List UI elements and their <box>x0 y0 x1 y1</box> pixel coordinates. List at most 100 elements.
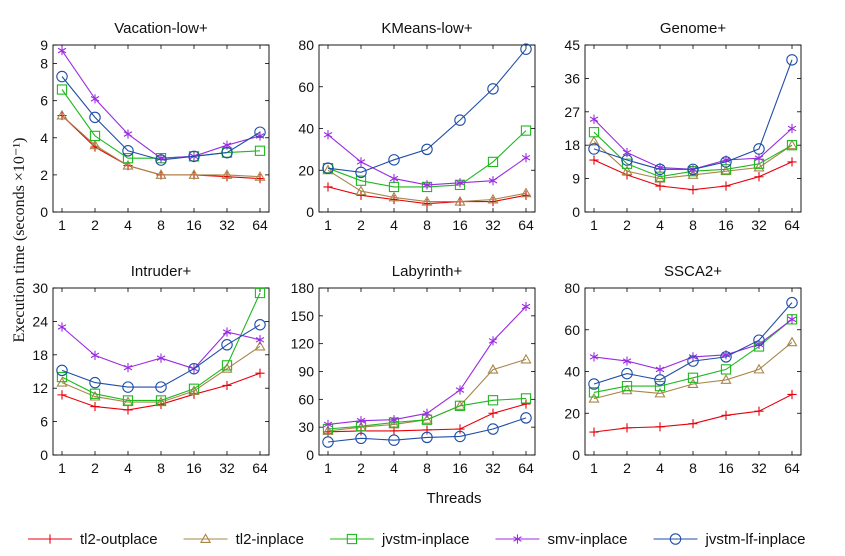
series-jvstm-lf-inplace <box>588 296 798 390</box>
data-point <box>89 376 101 389</box>
data-point <box>56 84 68 95</box>
series-smv-inplace <box>57 322 265 374</box>
data-point <box>487 363 499 374</box>
series-line <box>593 59 793 170</box>
legend-marker <box>513 534 522 544</box>
x-tick-label: 64 <box>518 460 534 476</box>
legend-marker <box>200 533 212 543</box>
data-point <box>753 143 765 155</box>
panel-title: KMeans-low+ <box>381 20 473 37</box>
data-point <box>720 351 732 363</box>
data-point <box>588 127 600 138</box>
data-point <box>422 425 432 435</box>
plot-frame <box>52 44 270 213</box>
legend-item-smv-inplace: smv-inplace <box>495 531 628 548</box>
y-tick-label: 2 <box>40 167 48 183</box>
data-point <box>389 194 399 205</box>
data-point <box>589 352 599 362</box>
series-jvstm-lf-inplace <box>56 318 266 393</box>
legend-label: tl2-outplace <box>80 531 158 548</box>
legend-label: smv-inplace <box>547 531 627 548</box>
data-point <box>356 157 366 167</box>
data-point <box>588 135 600 146</box>
data-point <box>754 172 764 182</box>
data-point <box>155 169 167 179</box>
series-line <box>61 115 261 178</box>
x-tick-label: 32 <box>485 217 501 233</box>
series-jvstm-lf-inplace <box>56 70 266 166</box>
y-tick-label: 24 <box>32 313 48 329</box>
data-point <box>521 301 531 312</box>
y-tick-label: 36 <box>564 70 580 86</box>
data-point <box>454 400 466 411</box>
panel-title: SSCA2+ <box>664 263 722 280</box>
data-point <box>520 43 532 55</box>
data-point <box>621 154 633 166</box>
legend-marker <box>45 534 55 544</box>
x-tick-label: 1 <box>324 460 332 476</box>
data-point <box>654 387 666 398</box>
chart-panel: Labyrinth+ 0 30 60 90 120 150 180 1 2 4 8 16 32 64 <box>291 263 536 476</box>
data-point <box>221 363 233 373</box>
data-point <box>786 54 798 66</box>
data-point <box>323 419 333 429</box>
data-point <box>721 410 731 420</box>
y-tick-label: 80 <box>298 37 314 53</box>
y-tick-label: 9 <box>40 37 48 53</box>
x-tick-label: 64 <box>252 217 268 233</box>
data-point <box>654 374 666 386</box>
data-point <box>123 405 133 415</box>
data-point <box>356 190 366 200</box>
data-point <box>521 399 531 409</box>
x-tick-label: 8 <box>157 460 165 476</box>
y-tick-label: 0 <box>40 447 48 463</box>
data-point <box>222 380 232 391</box>
data-point <box>787 389 797 400</box>
series-tl2-inplace <box>588 336 798 403</box>
data-point <box>355 166 367 179</box>
data-point <box>720 156 732 168</box>
data-point <box>588 378 600 390</box>
data-point <box>188 385 200 395</box>
x-tick-label: 1 <box>590 460 598 476</box>
data-point <box>622 423 632 433</box>
y-tick-label: 20 <box>564 405 580 421</box>
x-tick-label: 16 <box>718 217 734 233</box>
data-point <box>589 114 599 124</box>
x-tick-label: 8 <box>423 460 431 476</box>
x-tick-label: 1 <box>324 217 332 233</box>
x-tick-label: 2 <box>357 217 365 233</box>
data-point <box>488 408 498 418</box>
data-point <box>589 155 599 165</box>
data-point <box>123 129 133 139</box>
panel-title: Intruder+ <box>131 263 192 280</box>
data-point <box>356 416 366 426</box>
panel-title: Genome+ <box>660 20 727 37</box>
data-point <box>421 143 433 156</box>
data-point <box>655 181 665 191</box>
y-tick-label: 30 <box>32 280 48 296</box>
data-point <box>588 387 600 398</box>
data-point <box>323 182 333 192</box>
series-line <box>593 302 793 385</box>
data-point <box>487 395 499 406</box>
data-point <box>122 145 134 157</box>
series-jvstm-inplace <box>56 84 266 164</box>
panel-title: Vacation-low+ <box>114 20 208 37</box>
data-point <box>487 193 499 204</box>
data-point <box>655 422 665 432</box>
y-tick-label: 40 <box>298 121 314 137</box>
y-tick-label: 60 <box>564 322 580 338</box>
data-point <box>90 94 100 104</box>
data-point <box>520 125 532 136</box>
data-point <box>621 367 633 380</box>
y-tick-label: 0 <box>572 447 580 463</box>
series-line <box>61 345 261 403</box>
series-smv-inplace <box>323 301 531 429</box>
data-point <box>621 158 633 169</box>
series-tl2-outplace <box>323 182 531 209</box>
data-point <box>654 171 666 182</box>
